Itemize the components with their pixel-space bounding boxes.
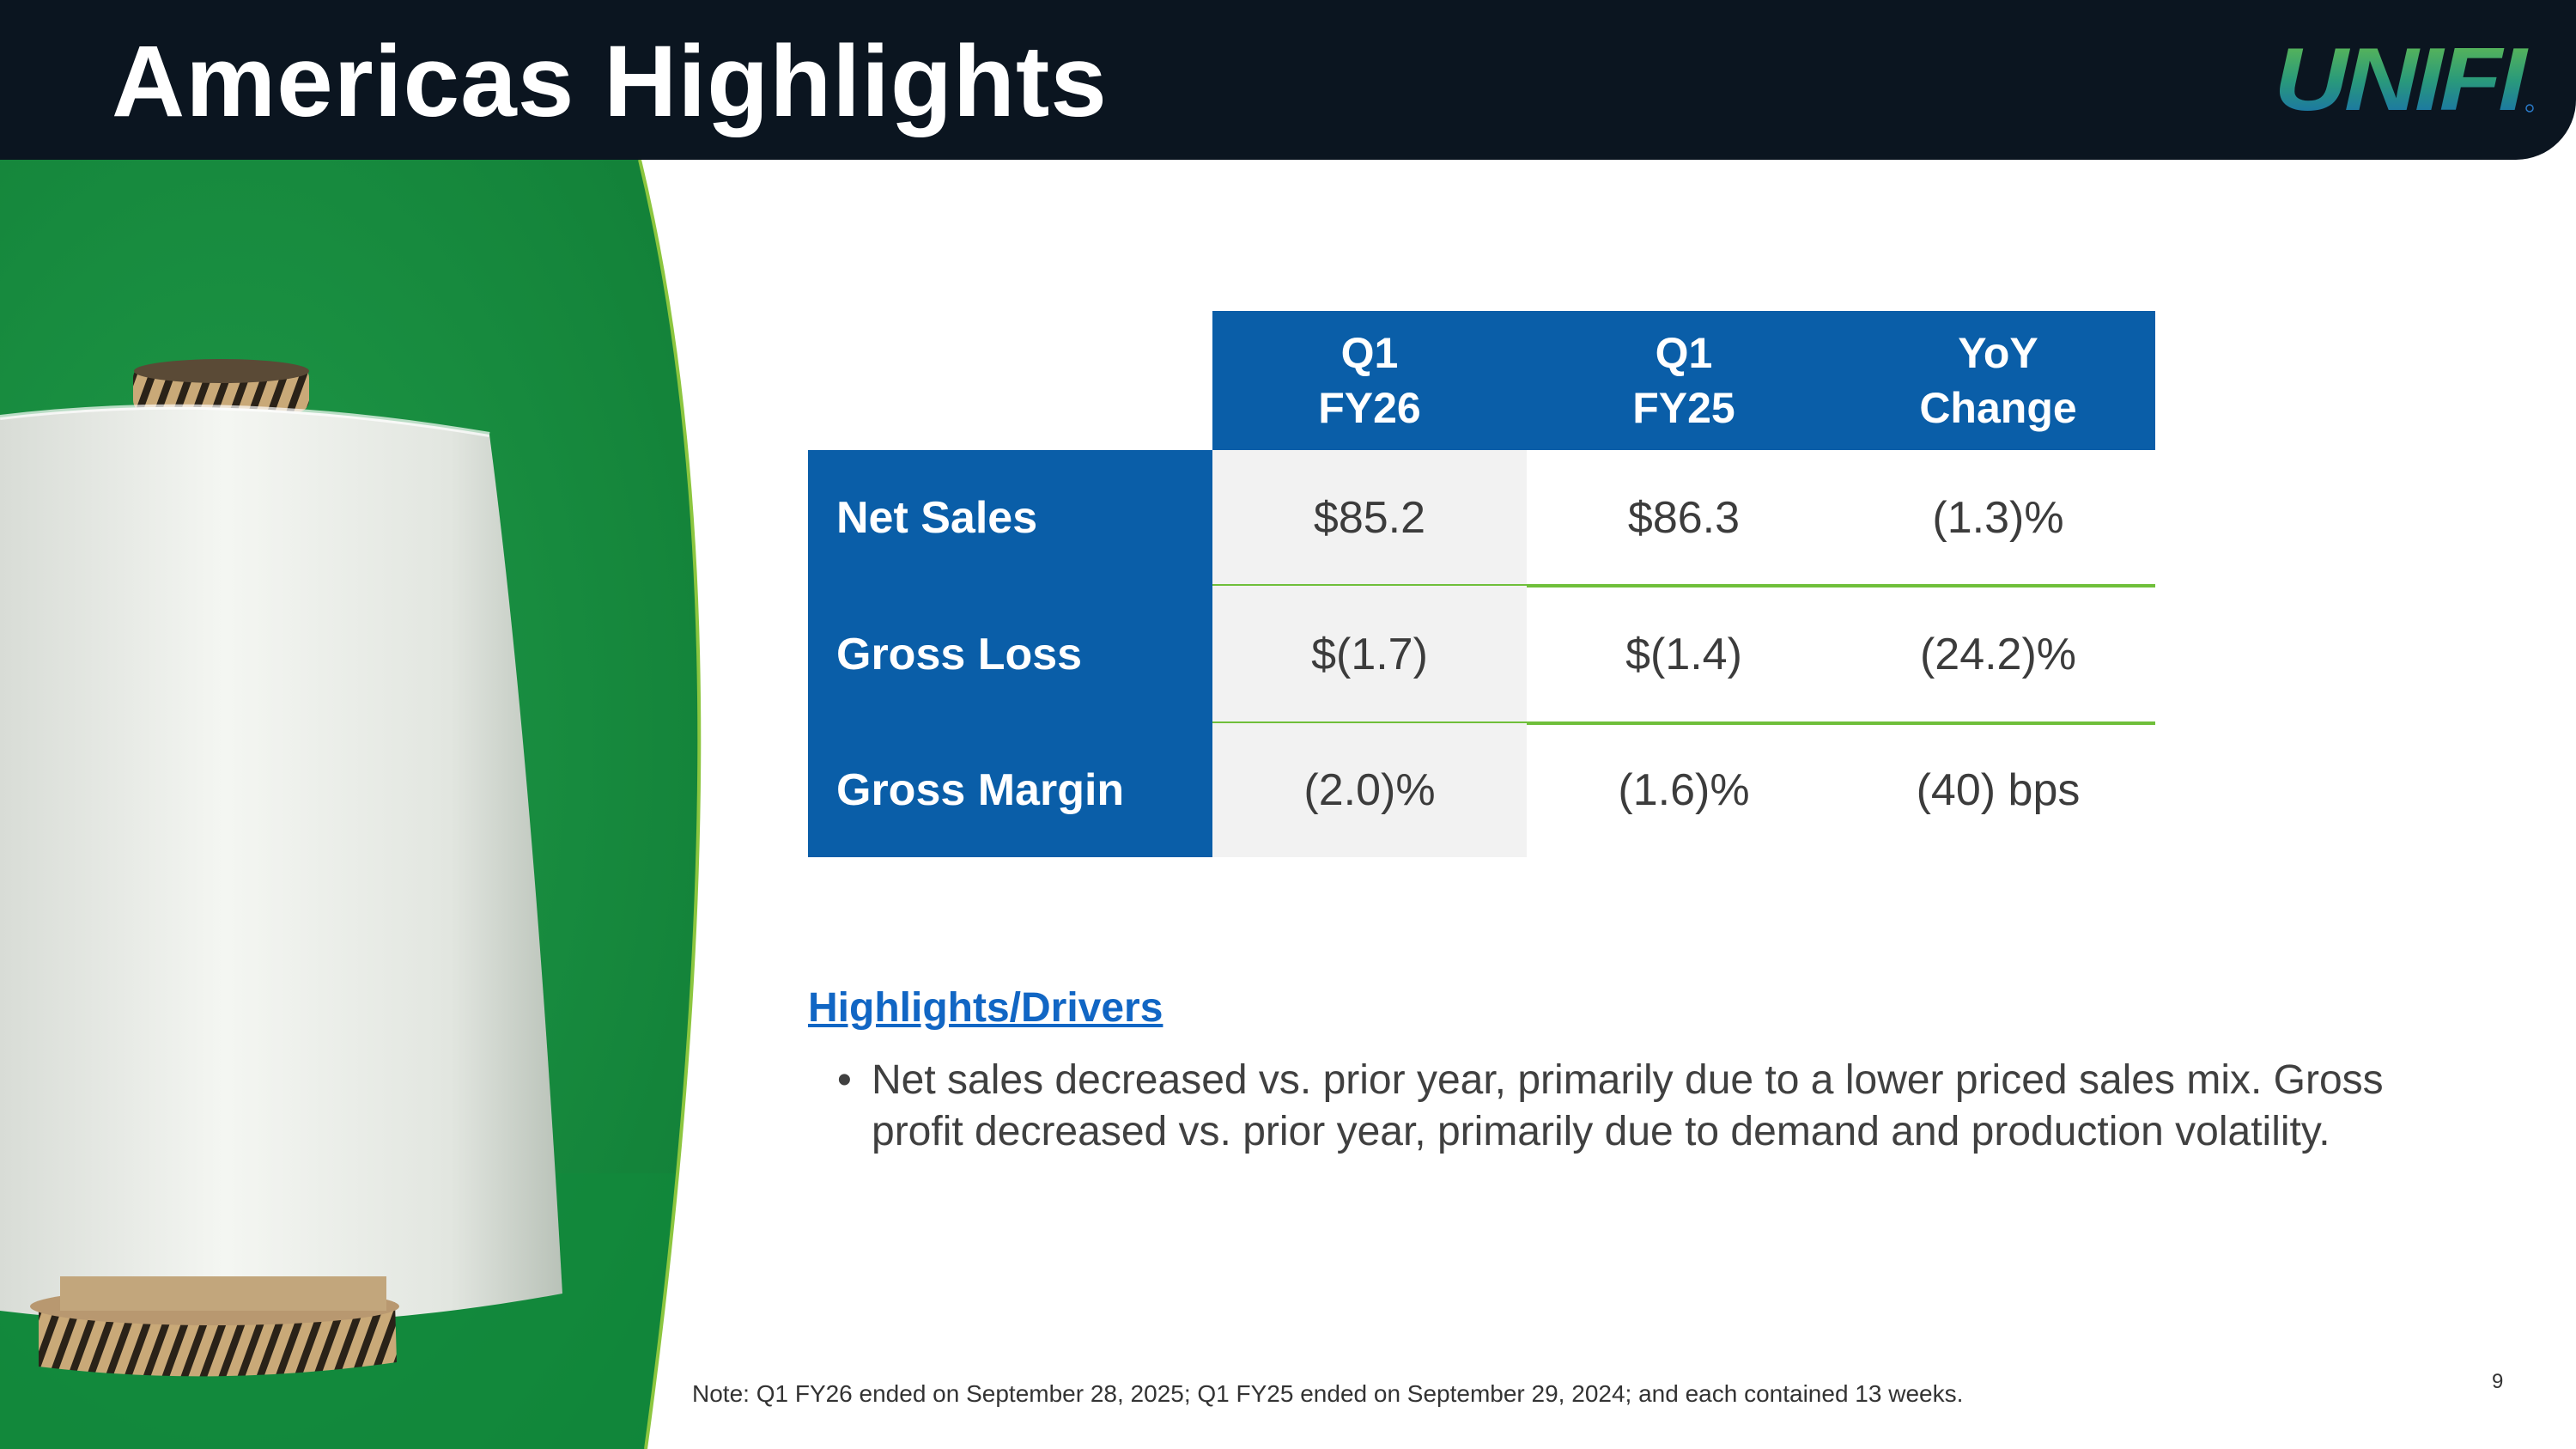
row-label-gross-loss: Gross Loss xyxy=(808,586,1212,723)
table-cell: $85.2 xyxy=(1212,450,1527,586)
driver-bullet: • Net sales decreased vs. prior year, pr… xyxy=(837,1055,2469,1158)
row-divider xyxy=(1212,584,2155,588)
column-header-q1-fy25: Q1 FY25 xyxy=(1527,311,1841,450)
table-cell: (40) bps xyxy=(1916,765,2081,815)
bullet-dot-icon: • xyxy=(837,1057,852,1103)
row-divider xyxy=(1212,721,2155,725)
table-cell: (1.6)% xyxy=(1618,765,1750,815)
drivers-heading: Highlights/Drivers xyxy=(808,985,1163,1031)
svg-text:UNIFI: UNIFI xyxy=(2274,34,2529,127)
thread-cone-photo xyxy=(0,160,702,1449)
table-cell: $(1.7) xyxy=(1212,586,1527,723)
table-cell: $86.3 xyxy=(1627,493,1741,543)
row-label-net-sales: Net Sales xyxy=(808,450,1212,586)
footnote: Note: Q1 FY26 ended on September 28, 202… xyxy=(692,1380,1964,1407)
page-number: 9 xyxy=(2492,1370,2504,1393)
unifi-logo: UNIFI xyxy=(2274,34,2534,127)
title-bar: Americas Highlights UNIFI xyxy=(0,0,2576,160)
column-header-yoy-change: YoY Change xyxy=(1841,311,2155,450)
table-cell: $(1.4) xyxy=(1625,630,1742,679)
table-cell: (1.3)% xyxy=(1932,493,2064,543)
column-header-q1-fy26: Q1 FY26 xyxy=(1212,311,1527,450)
page-title: Americas Highlights xyxy=(112,25,1108,138)
table-cell: (2.0)% xyxy=(1212,723,1527,857)
driver-bullet-text: Net sales decreased vs. prior year, prim… xyxy=(872,1057,2384,1154)
table-cell: (24.2)% xyxy=(1919,630,2077,679)
row-label-gross-margin: Gross Margin xyxy=(808,723,1212,857)
